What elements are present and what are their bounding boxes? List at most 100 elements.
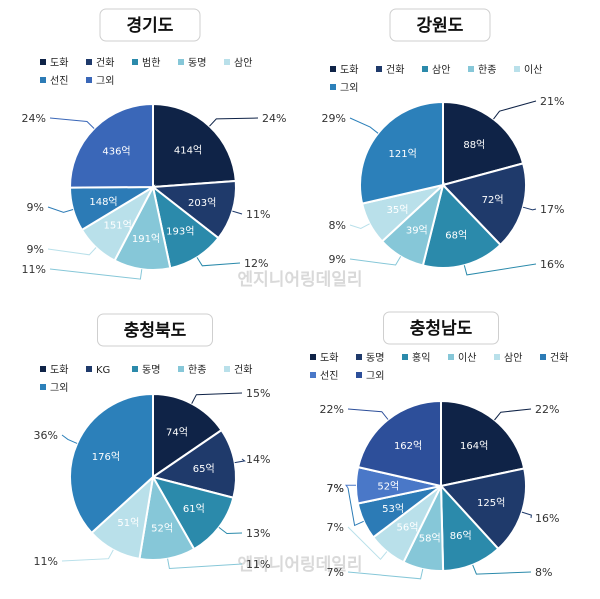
slice-value-label: 53억 (382, 503, 404, 515)
legend-swatch (132, 366, 138, 372)
slice-percent-label: 9% (329, 253, 346, 266)
leader-line (47, 247, 97, 256)
pie-slice (356, 399, 442, 488)
legend-swatch (356, 372, 362, 378)
slice-percent-label: 7% (327, 482, 344, 495)
slice-value-label: 125억 (477, 497, 505, 509)
slice-percent-label: 22% (535, 403, 559, 416)
slice-value-label: 51억 (117, 517, 139, 529)
slice-percent-label: 15% (246, 387, 270, 400)
legend-entry: KG (96, 365, 110, 376)
slice-value-label: 414억 (174, 144, 202, 156)
legend-swatch (86, 77, 92, 83)
leader-line (234, 458, 246, 464)
legend-swatch (448, 354, 454, 360)
legend-entry: 그외 (366, 370, 384, 382)
legend-swatch (402, 354, 408, 360)
legend-entry: 삼안 (234, 57, 252, 69)
leader-line (349, 223, 370, 230)
slice-percent-label: 17% (540, 203, 564, 216)
leader-line (49, 117, 95, 129)
leader-line (472, 564, 532, 575)
slice-percent-label: 11% (246, 558, 270, 571)
slice-value-label: 164억 (460, 440, 488, 452)
leader-line (347, 526, 388, 561)
pie-slice (439, 467, 527, 551)
leader-line (209, 117, 259, 127)
pie-slice (442, 100, 525, 187)
slice-percent-label: 22% (320, 403, 344, 416)
leader-line (347, 568, 424, 580)
legend-entry: 도화 (50, 57, 68, 69)
leader-line (218, 527, 243, 535)
legend-swatch (330, 84, 336, 90)
legend-entry: 도화 (50, 364, 68, 376)
leader-line (349, 256, 402, 266)
legend-swatch (540, 354, 546, 360)
slice-percent-label: 8% (329, 219, 346, 232)
leader-line (232, 210, 243, 215)
legend-entry: 선진 (50, 75, 68, 87)
leader-line (47, 206, 74, 213)
slice-percent-label: 36% (34, 429, 58, 442)
legend-swatch (40, 366, 46, 372)
slice-value-label: 58억 (419, 533, 441, 545)
legend-swatch (330, 66, 336, 72)
legend-entry: 도화 (320, 352, 338, 364)
legend-swatch (468, 66, 474, 72)
legend-entry: 도화 (340, 64, 358, 76)
chart-title-box (99, 8, 201, 42)
legend-entry: 홍익 (412, 351, 430, 364)
slice-percent-label: 11% (246, 208, 270, 221)
slice-value-label: 56억 (397, 522, 419, 534)
slice-value-label: 436억 (102, 146, 130, 158)
legend-entry: 동명 (366, 352, 384, 364)
pie-slice (152, 392, 223, 479)
slice-percent-label: 14% (246, 453, 270, 466)
chart-title: 강원도 (417, 16, 464, 36)
legend-entry: 건화 (550, 352, 568, 364)
slice-value-label: 191억 (132, 233, 160, 245)
legend-entry: 이산 (524, 64, 542, 76)
slice-value-label: 68억 (445, 230, 467, 242)
legend-entry: 삼안 (504, 352, 522, 364)
legend-entry: 그외 (50, 382, 68, 394)
chart-title: 경기도 (127, 16, 174, 36)
legend-swatch (224, 366, 230, 372)
slice-value-label: 35억 (387, 204, 409, 216)
leader-line (49, 268, 143, 280)
leader-line (345, 484, 357, 489)
leader-line (349, 117, 379, 134)
slice-percent-label: 24% (262, 112, 286, 125)
leader-line (61, 549, 114, 562)
slice-percent-label: 9% (27, 243, 44, 256)
chart-title-box (383, 311, 499, 345)
legend-swatch (86, 366, 92, 372)
slice-value-label: 193억 (166, 226, 194, 238)
leader-line (196, 257, 241, 267)
legend-swatch (40, 59, 46, 65)
leader-line (167, 558, 243, 570)
legend-swatch (224, 59, 230, 65)
slice-value-label: 74억 (166, 427, 188, 439)
slice-percent-label: 29% (322, 112, 346, 125)
chart-title-box (389, 8, 491, 42)
legend-entry: 한종 (478, 64, 496, 76)
leader-line (347, 408, 389, 420)
slice-value-label: 88억 (463, 139, 485, 151)
legend-swatch (178, 366, 184, 372)
legend-entry: 삼안 (432, 64, 450, 76)
legend-swatch (376, 66, 382, 72)
slice-percent-label: 8% (535, 566, 552, 579)
legend-entry: 동명 (142, 364, 160, 376)
slice-percent-label: 16% (540, 258, 564, 271)
slice-percent-label: 11% (34, 555, 58, 568)
slice-value-label: 121억 (389, 148, 417, 160)
slice-percent-label: 24% (22, 112, 46, 125)
slice-percent-label: 21% (540, 95, 564, 108)
slice-value-label: 148억 (89, 196, 117, 208)
